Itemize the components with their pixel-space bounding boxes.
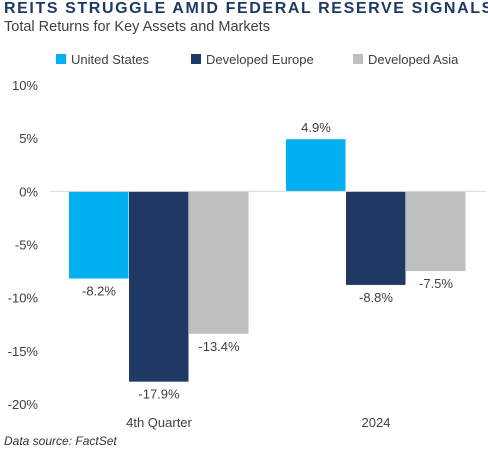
bar-0-2 [189, 191, 249, 334]
legend-label-0: United States [71, 52, 150, 67]
data-label-1-1: -8.8% [359, 290, 393, 305]
category-label-1: 2024 [362, 415, 391, 430]
bar-1-0 [286, 139, 346, 192]
y-tick-label-3: -5% [15, 238, 39, 253]
chart-subtitle: Total Returns for Key Assets and Markets [4, 19, 270, 35]
bar-1-1 [346, 191, 406, 285]
y-tick-label-4: -10% [8, 291, 39, 306]
chart-title: REITS STRUGGLE AMID FEDERAL RESERVE SIGN… [4, 0, 488, 17]
y-tick-label-1: 5% [19, 131, 38, 146]
data-label-0-1: -17.9% [138, 387, 180, 402]
data-label-0-2: -13.4% [198, 339, 240, 354]
y-tick-label-6: -20% [8, 397, 39, 412]
legend-label-2: Developed Asia [368, 52, 459, 67]
y-tick-label-5: -15% [8, 344, 39, 359]
y-tick-label-2: 0% [19, 184, 38, 199]
legend-swatch-0 [56, 54, 66, 64]
y-tick-label-0: 10% [12, 78, 38, 93]
legend-swatch-2 [353, 54, 363, 64]
category-label-0: 4th Quarter [126, 415, 192, 430]
legend-label-1: Developed Europe [206, 52, 314, 67]
data-source-note: Data source: FactSet [4, 434, 117, 448]
data-label-1-0: 4.9% [301, 120, 331, 135]
legend-swatch-1 [191, 54, 201, 64]
bar-0-0 [69, 191, 129, 279]
bar-0-1 [129, 191, 189, 382]
bar-1-2 [406, 191, 466, 272]
data-label-1-2: -7.5% [419, 276, 453, 291]
data-label-0-0: -8.2% [82, 284, 116, 299]
